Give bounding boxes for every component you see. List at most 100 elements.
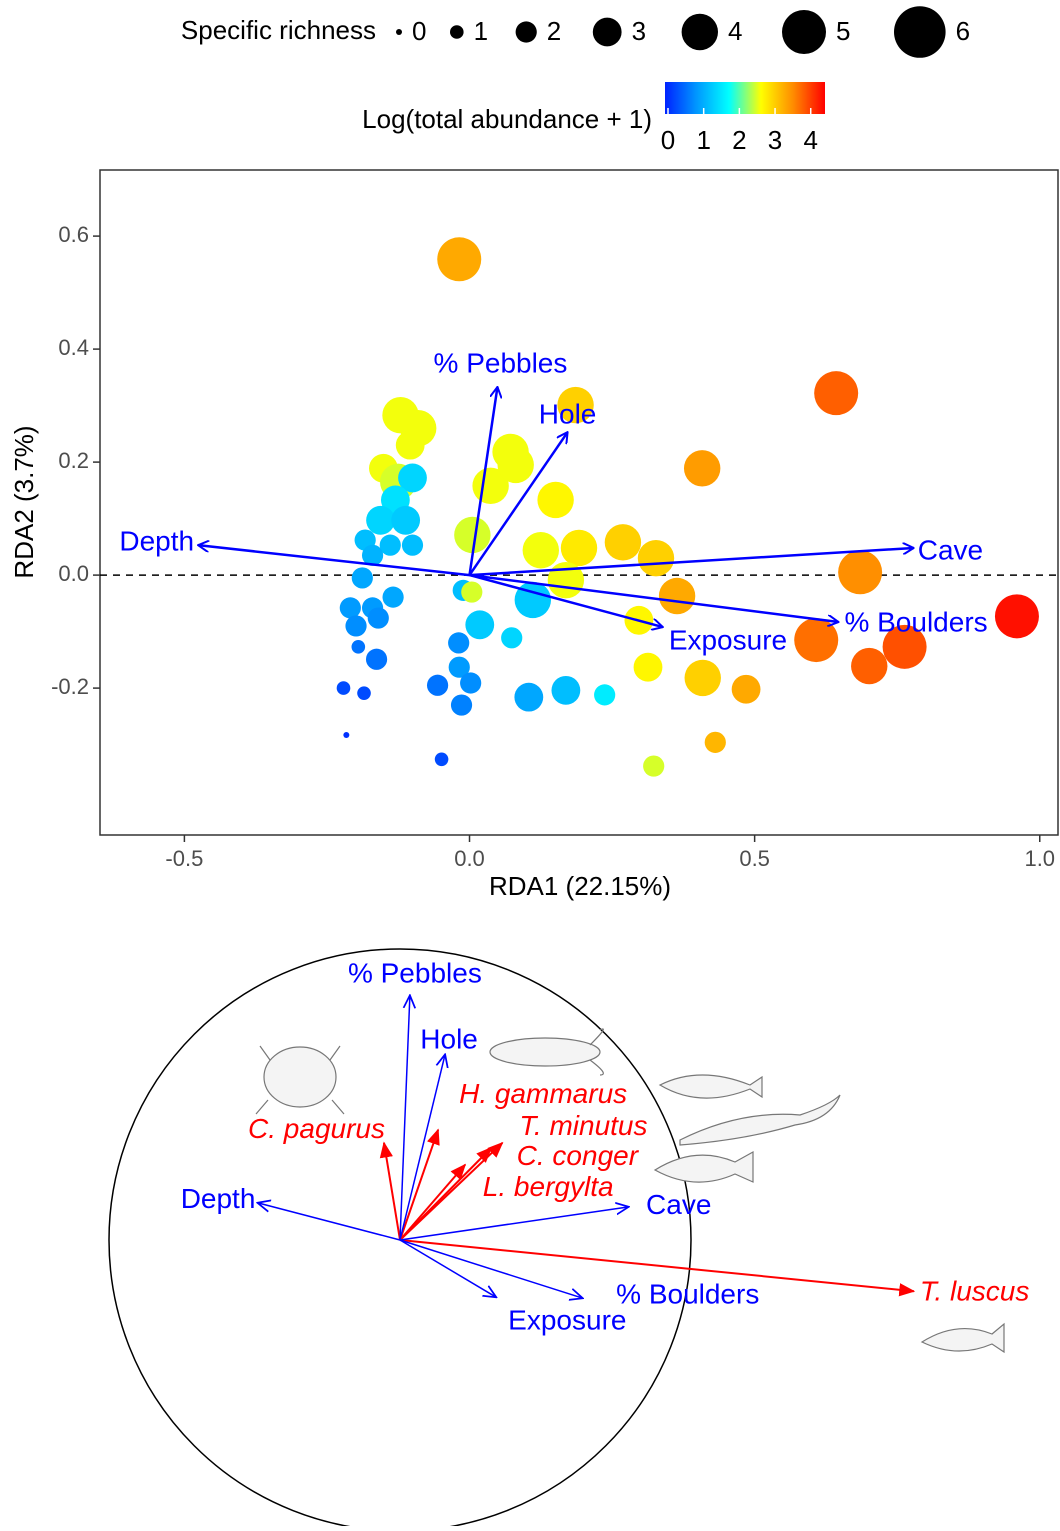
- arrow-label: Exposure: [669, 624, 787, 655]
- crab-icon: [263, 1046, 337, 1108]
- y-tick-label: 0.4: [58, 335, 89, 360]
- point: [704, 731, 726, 753]
- point: [357, 686, 371, 700]
- variables-label: Hole: [420, 1024, 478, 1055]
- variables-arrow: [399, 1054, 445, 1241]
- point: [551, 675, 581, 705]
- variables-arrow: [399, 1239, 496, 1297]
- point: [514, 581, 552, 619]
- x-tick-label: 1.0: [1024, 846, 1055, 871]
- size-legend-title: Specific richness: [181, 15, 376, 45]
- point: [557, 386, 594, 424]
- point: [461, 581, 483, 603]
- arrow: [468, 432, 568, 576]
- size-legend-key: [396, 29, 402, 35]
- crab-legs: [255, 1045, 345, 1115]
- point: [537, 481, 574, 519]
- y-tick-label: 0.0: [58, 561, 89, 586]
- fish-icon-1: [658, 1074, 763, 1099]
- point: [814, 371, 859, 416]
- point: [882, 624, 927, 669]
- size-legend-key: [782, 10, 826, 54]
- arrow-label: Cave: [918, 534, 983, 565]
- species-arrow: [399, 1146, 493, 1241]
- size-legend-key: [592, 17, 622, 47]
- point: [437, 237, 482, 282]
- point: [336, 681, 351, 695]
- variables-label: % Boulders: [616, 1279, 759, 1310]
- species-label: T. luscus: [920, 1276, 1029, 1307]
- point: [391, 505, 421, 535]
- variables-arrow: [257, 1203, 401, 1241]
- x-axis-label: RDA1 (22.15%): [489, 871, 671, 901]
- point: [522, 532, 559, 569]
- point: [450, 694, 473, 716]
- point: [851, 647, 888, 685]
- variables-label: Depth: [181, 1183, 256, 1214]
- y-tick-label: -0.2: [51, 674, 89, 699]
- point: [604, 524, 642, 561]
- point: [594, 684, 616, 706]
- variables-arrow: [399, 1207, 629, 1241]
- size-legend-label: 4: [728, 16, 742, 46]
- variables-label: % Pebbles: [348, 958, 482, 989]
- variables-label: Exposure: [508, 1305, 626, 1336]
- point: [351, 640, 366, 654]
- point: [994, 594, 1039, 639]
- colorbar-tick-label: 2: [732, 125, 746, 155]
- point: [426, 674, 449, 696]
- colorbar-tick-label: 4: [803, 125, 817, 155]
- point: [365, 648, 388, 670]
- size-legend-key: [515, 21, 537, 43]
- point: [366, 505, 395, 535]
- point: [643, 755, 665, 777]
- point: [460, 672, 482, 694]
- size-legend-label: 6: [956, 16, 970, 46]
- point: [343, 731, 350, 738]
- y-axis-label: RDA2 (3.7%): [9, 425, 39, 578]
- size-legend-key: [681, 13, 718, 51]
- arrow: [198, 545, 470, 577]
- arrow: [468, 387, 498, 576]
- variables-arrow: [399, 1239, 583, 1298]
- size-legend-label: 2: [547, 16, 561, 46]
- size-legend-key: [894, 6, 946, 58]
- point: [351, 567, 373, 589]
- point: [361, 544, 384, 566]
- arrow-label: % Pebbles: [434, 347, 568, 378]
- species-arrow: [399, 1128, 440, 1241]
- colorbar-tick-label: 0: [661, 125, 675, 155]
- arrow-label: Depth: [119, 526, 194, 557]
- y-tick-label: 0.2: [58, 448, 89, 473]
- lobster-icon: [489, 1037, 601, 1067]
- lobster-claws: [589, 1028, 604, 1076]
- point: [448, 632, 470, 654]
- point: [465, 610, 495, 640]
- point: [683, 450, 721, 487]
- size-legend-label: 1: [474, 16, 488, 46]
- variables-label: Cave: [646, 1189, 711, 1220]
- point: [501, 627, 523, 649]
- size-legend-label: 0: [412, 16, 426, 46]
- fish-icon-2: [653, 1150, 754, 1183]
- colorbar-tick-label: 3: [768, 125, 782, 155]
- point: [633, 652, 663, 682]
- arrow-label: Hole: [539, 399, 597, 430]
- plot-frame: [99, 169, 1059, 836]
- point: [339, 597, 361, 619]
- fish-icon-3: [920, 1322, 1005, 1354]
- arrow: [469, 573, 663, 627]
- arrow-label: % Boulders: [844, 606, 987, 637]
- point: [731, 674, 761, 704]
- point: [398, 463, 427, 493]
- point: [560, 529, 598, 567]
- colorbar: [665, 82, 825, 114]
- point: [434, 752, 449, 767]
- point: [658, 577, 696, 615]
- point: [514, 682, 544, 712]
- point: [448, 656, 470, 678]
- x-tick-label: 0.5: [739, 846, 770, 871]
- species-label: C. pagurus: [248, 1113, 385, 1144]
- arrow: [469, 548, 914, 577]
